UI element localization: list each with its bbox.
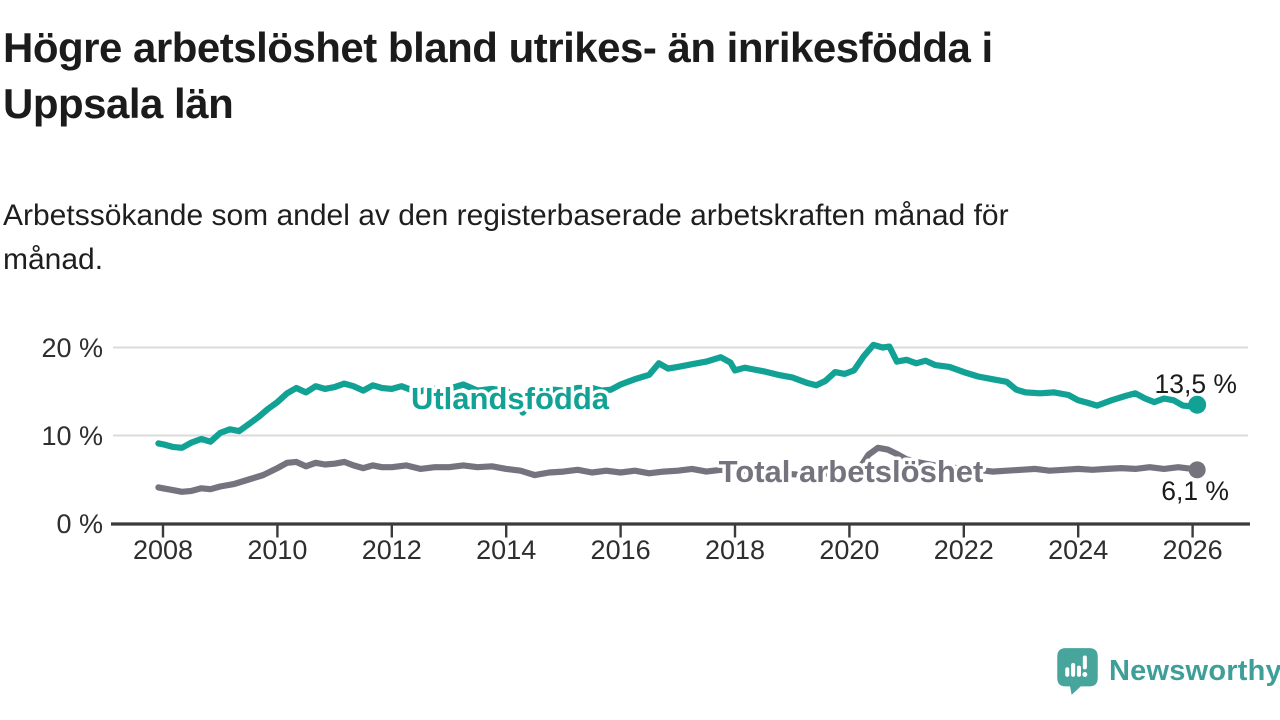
x-tick-label: 2008 xyxy=(133,535,193,565)
x-tick-label: 2026 xyxy=(1163,535,1223,565)
series-line-total-arbetsloshet xyxy=(155,444,1201,495)
y-tick-label: 0 % xyxy=(56,509,103,539)
x-tick-label: 2016 xyxy=(591,535,651,565)
newsworthy-logo: Newsworthy xyxy=(1056,647,1280,696)
x-tick-label: 2022 xyxy=(934,535,994,565)
end-value-label-utlandsfodda: 13,5 % xyxy=(1154,369,1237,399)
series-line-utlandsfodda xyxy=(155,341,1201,451)
x-tick-label: 2018 xyxy=(705,535,765,565)
y-tick-label: 20 % xyxy=(41,333,103,363)
x-tick-label: 2024 xyxy=(1048,535,1108,565)
newsworthy-logo-text: Newsworthy xyxy=(1109,655,1280,687)
x-tick-label: 2020 xyxy=(819,535,879,565)
y-tick-label: 10 % xyxy=(41,421,103,451)
x-tick-label: 2012 xyxy=(362,535,422,565)
chart-title: Högre arbetslöshet bland utrikes- än inr… xyxy=(3,24,993,127)
series-end-dot-total-arbetsloshet xyxy=(1188,461,1206,479)
series-label-total-arbetsloshet: Total arbetslöshet xyxy=(719,454,984,489)
series-label-utlandsfodda: Utlandsfödda xyxy=(411,381,610,416)
series-end-dot-utlandsfodda xyxy=(1188,395,1207,414)
end-value-label-total-arbetsloshet: 6,1 % xyxy=(1161,476,1229,506)
x-tick-label: 2014 xyxy=(476,535,536,565)
x-tick-label: 2010 xyxy=(247,535,307,565)
newsworthy-speech-bubble-barchart-icon xyxy=(1057,648,1098,695)
chart-subtitle: Arbetssökande som andel av den registerb… xyxy=(3,199,1009,276)
